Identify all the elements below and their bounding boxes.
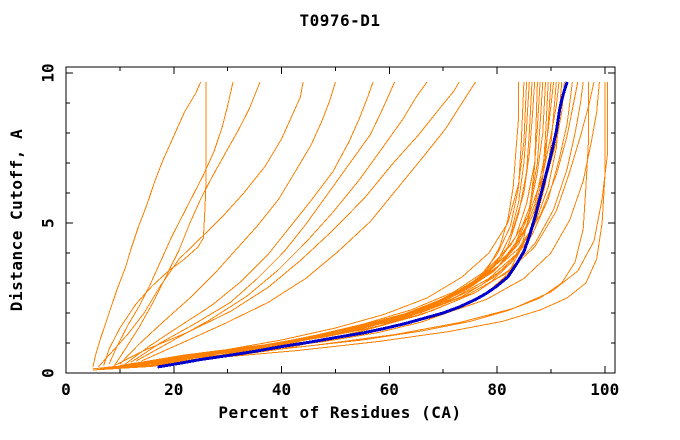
model-curve: [108, 81, 234, 365]
x-tick-label: 20: [164, 380, 183, 399]
model-curve: [141, 81, 552, 363]
highlighted-model-curve: [157, 81, 569, 369]
model-curve: [97, 81, 304, 368]
model-curve: [130, 82, 606, 366]
y-axis-label: Distance Cutoff, A: [7, 129, 26, 311]
x-tick-label: 100: [590, 380, 619, 399]
model-curve: [135, 81, 428, 362]
model-curve: [130, 81, 396, 363]
model-curve: [109, 82, 520, 369]
model-curve: [103, 81, 536, 369]
model-curve: [98, 81, 560, 370]
plot-area: 0 20 40 60 80 100 0 5 10: [39, 63, 620, 399]
model-curve: [141, 82, 608, 364]
y-tick-label: 10: [39, 63, 58, 82]
chart-title: T0976-D1: [299, 11, 380, 30]
model-curve: [114, 81, 261, 366]
model-curve: [92, 81, 528, 370]
plot-border: [65, 66, 616, 374]
model-curve: [98, 81, 525, 370]
x-axis-label: Percent of Residues (CA): [218, 403, 461, 422]
model-curve: [141, 81, 476, 362]
model-curve: [125, 81, 374, 365]
model-curve: [119, 81, 563, 367]
model-curve: [109, 81, 565, 369]
x-tick-label: 40: [272, 380, 291, 399]
model-curve: [130, 81, 533, 365]
model-curve: [125, 81, 544, 366]
model-curve: [135, 81, 538, 365]
x-tick-label: 60: [380, 380, 399, 399]
model-curve: [119, 81, 530, 366]
model-curve: [135, 81, 549, 364]
x-tick-label: 0: [61, 380, 71, 399]
model-curve: [109, 81, 555, 369]
model-curve: [92, 81, 202, 368]
model-curve: [114, 81, 460, 366]
model-curve: [103, 82, 207, 366]
y-tick-label: 5: [39, 218, 58, 228]
x-tick-label: 80: [487, 380, 506, 399]
y-tick-label: 0: [39, 368, 58, 378]
model-curve: [130, 81, 557, 365]
model-curve: [119, 81, 336, 365]
